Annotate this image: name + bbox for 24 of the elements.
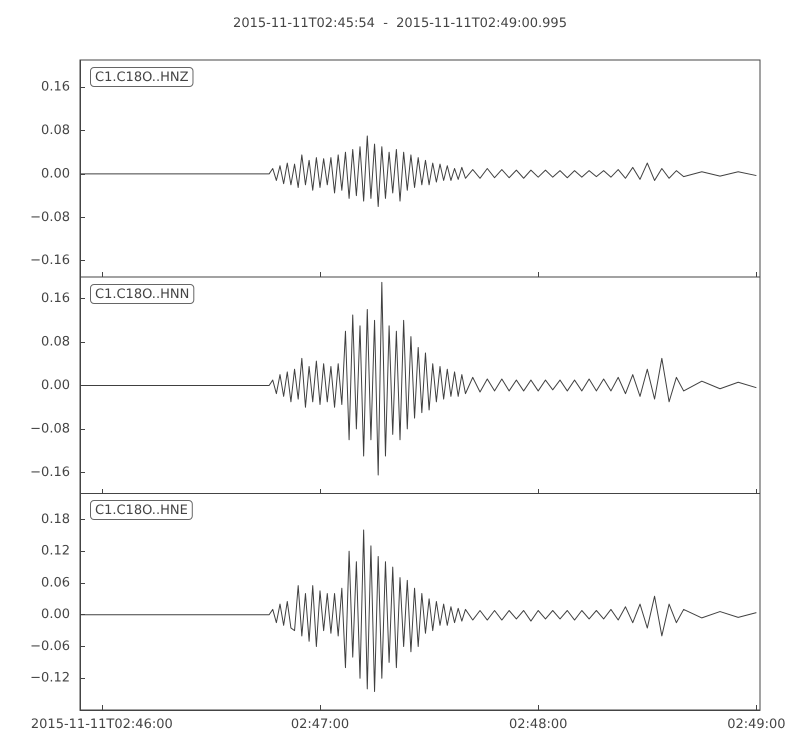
x-tick-label: 2015-11-11T02:46:00 xyxy=(30,717,173,732)
annotation: C1.C18O..HNN xyxy=(95,286,190,302)
y-tick-label: 0.18 xyxy=(41,512,70,527)
y-tick-label: 0.08 xyxy=(41,334,70,350)
y-tick-label: 0.08 xyxy=(41,123,70,138)
y-tick-label: 0.16 xyxy=(41,290,70,306)
y-tick-label: 0.16 xyxy=(41,80,70,95)
y-tick-label: −0.12 xyxy=(30,670,70,686)
y-tick-label: −0.16 xyxy=(30,253,70,268)
y-tick-label: 0.12 xyxy=(41,544,70,559)
x-tick-label: 02:47:00 xyxy=(290,717,350,732)
y-tick-label: 0.00 xyxy=(41,607,70,622)
annotation: C1.C18O..HNE xyxy=(95,503,188,518)
annotation: C1.C18O..HNZ xyxy=(95,70,189,85)
y-tick-label: 0.06 xyxy=(41,575,70,590)
chart-title: 2015-11-11T02:45:54 - 2015-11-11T02:49:00.995 xyxy=(233,16,567,31)
y-tick-label: 0.00 xyxy=(41,166,70,182)
x-tick-label: 02:49:00 xyxy=(727,717,786,732)
y-tick-label: 0.00 xyxy=(41,378,70,392)
y-tick-label: −0.16 xyxy=(30,464,70,480)
y-tick-label: −0.08 xyxy=(30,420,70,436)
y-tick-label: −0.06 xyxy=(30,638,70,654)
x-tick-label: 02:48:00 xyxy=(509,717,568,732)
y-tick-label: −0.08 xyxy=(30,210,70,225)
